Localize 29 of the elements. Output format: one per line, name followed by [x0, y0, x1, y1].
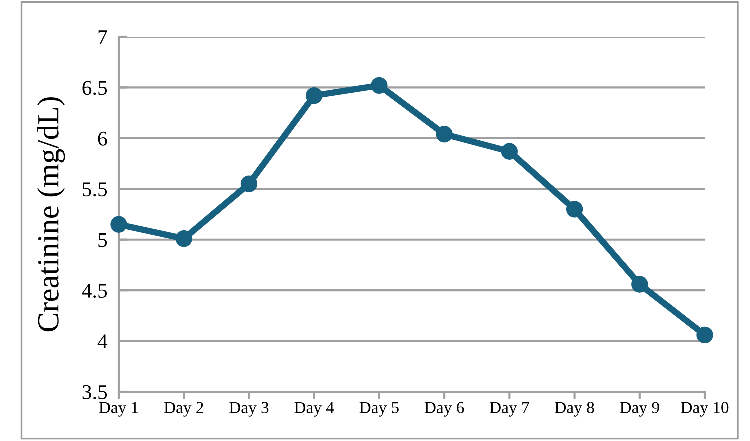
x-tick-label: Day 4	[294, 402, 334, 417]
y-tick-label: 5	[98, 233, 108, 248]
point	[110, 216, 128, 233]
y-axis-title: Creatinine (mg/dL)	[37, 97, 66, 332]
point	[176, 230, 192, 248]
x-tick-label: Day 5	[360, 402, 399, 417]
y-tick-label: 4.5	[82, 284, 108, 298]
x-tick-label: Day 8	[555, 402, 594, 417]
y-tick-label: 6.5	[82, 81, 108, 96]
y-tick-label: 3.5	[82, 385, 108, 400]
point	[371, 77, 388, 94]
point	[632, 276, 648, 293]
y-tick-label: 4	[98, 334, 108, 349]
x-tick-label: Day 7	[490, 402, 530, 417]
x-tick-label: Day 1	[99, 402, 138, 417]
x-tick-label: Day 2	[164, 402, 204, 417]
y-tick-label: 5.5	[83, 182, 108, 197]
point	[436, 126, 453, 143]
x-tick-label: Day 6	[424, 402, 464, 417]
x-tick-label: Day 9	[620, 402, 660, 417]
point	[696, 326, 714, 344]
point	[240, 176, 258, 192]
point	[501, 143, 518, 160]
point	[306, 87, 323, 104]
x-tick-label: Day 10	[681, 402, 729, 417]
x-tick-label: Day 3	[230, 402, 269, 417]
y-tick-label: 6	[98, 132, 108, 146]
y-tick-label: 7	[98, 30, 108, 44]
point	[566, 201, 584, 218]
